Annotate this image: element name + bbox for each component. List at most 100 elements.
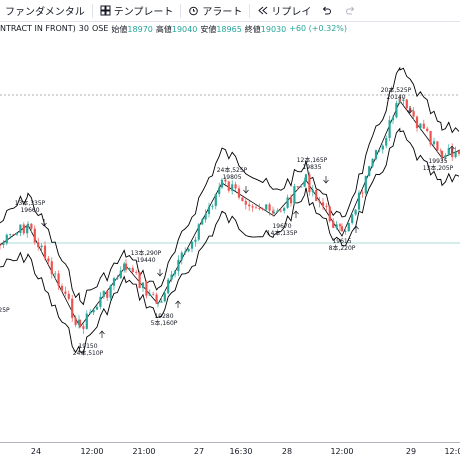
symbol-name: NTRACT IN FRONT) <box>0 24 76 33</box>
candle <box>237 185 241 200</box>
candle <box>218 182 221 198</box>
candle-body <box>78 319 82 327</box>
candle <box>351 213 354 225</box>
candle-body <box>99 296 102 307</box>
fundamental-button[interactable]: ファンダメンタル <box>0 0 90 22</box>
candle <box>173 270 177 278</box>
candle-body <box>261 208 264 210</box>
candle <box>2 239 5 249</box>
candle <box>102 290 105 299</box>
candle <box>67 290 70 301</box>
candle <box>15 232 19 237</box>
template-button[interactable]: テンプレート <box>95 0 179 22</box>
candle <box>26 221 30 229</box>
candle <box>40 243 43 253</box>
candle-body <box>50 261 53 275</box>
candle-body <box>9 234 12 235</box>
swing-label-text: 14本,135P <box>267 229 298 237</box>
symbol-legend: NTRACT IN FRONT) 30 OSE 始値18970 高値19040 … <box>0 24 347 36</box>
candle-body <box>47 258 50 262</box>
candle-body <box>82 326 85 329</box>
alert-button[interactable]: アラート <box>183 0 247 22</box>
undo-button[interactable] <box>316 0 340 22</box>
candle <box>385 135 388 149</box>
high-value: 高値19040 <box>155 25 198 34</box>
candle <box>325 203 328 212</box>
candle-body <box>119 270 122 279</box>
candle <box>82 323 85 334</box>
candle-body <box>402 99 405 101</box>
candle-body <box>258 208 261 209</box>
candle <box>95 305 99 310</box>
candle <box>335 221 338 230</box>
candle-body <box>351 214 354 223</box>
candle-body <box>429 130 432 145</box>
candle-body <box>415 116 419 129</box>
candle-body <box>163 293 166 302</box>
candle-body <box>30 223 33 229</box>
candle-body <box>340 226 344 232</box>
candle-body <box>308 174 311 193</box>
candle-body <box>64 291 67 294</box>
candle <box>141 282 145 292</box>
candle-body <box>37 242 40 248</box>
replay-button[interactable]: リプレイ <box>252 0 316 22</box>
price-chart[interactable]: 13本,335P196601915024本,510P13本,290P194401… <box>0 36 460 442</box>
fundamental-label: ファンダメンタル <box>5 7 85 18</box>
candle-body <box>67 293 70 299</box>
candle <box>92 308 95 315</box>
candle <box>0 243 2 250</box>
candle <box>180 250 183 265</box>
candle <box>85 310 88 330</box>
candle <box>276 208 279 213</box>
candle-body <box>26 223 30 227</box>
candle-body <box>145 282 148 296</box>
candle-body <box>444 155 447 158</box>
swing-label-text: 20本,525P <box>381 86 412 94</box>
candle <box>54 270 57 280</box>
candle-body <box>194 239 197 242</box>
candle-body <box>57 273 60 286</box>
candle-body <box>391 117 395 121</box>
candle <box>47 255 50 265</box>
top-toolbar: ファンダメンタル テンプレート アラート リプレイ <box>0 0 460 22</box>
toolbar-divider <box>180 3 182 18</box>
arrow-down-icon <box>243 186 249 194</box>
candle-body <box>300 186 303 188</box>
candle <box>50 257 53 279</box>
candle-body <box>19 224 22 233</box>
candle <box>170 270 173 283</box>
candle-body <box>447 148 450 156</box>
candle-body <box>15 232 19 235</box>
candle <box>227 180 230 193</box>
candle-body <box>248 204 251 207</box>
swing-label-text: 19440 <box>136 257 155 264</box>
candle-body <box>201 219 204 225</box>
time-tick: 28 <box>281 447 293 456</box>
candle <box>328 206 331 223</box>
candle <box>135 269 138 275</box>
candle-body <box>321 202 325 207</box>
candle-body <box>184 251 187 253</box>
candle <box>429 130 432 147</box>
candle-body <box>318 201 321 203</box>
candle <box>318 196 321 208</box>
time-tick: 12:00 <box>80 447 104 456</box>
candle-body <box>237 188 241 198</box>
candle <box>214 193 217 210</box>
candle-body <box>167 279 170 294</box>
swing-label-text: 24本,510P <box>73 349 104 357</box>
candle-body <box>283 207 286 211</box>
candle <box>220 178 224 190</box>
candle <box>258 203 261 211</box>
redo-button[interactable] <box>340 0 364 22</box>
candle <box>374 149 378 161</box>
candle-body <box>85 313 88 329</box>
candle <box>190 241 194 253</box>
candle <box>145 280 148 299</box>
time-axis[interactable]: 24 12:00 21:00 27 16:30 28 12:00 29 12:00 <box>0 442 460 460</box>
candle <box>43 241 47 261</box>
